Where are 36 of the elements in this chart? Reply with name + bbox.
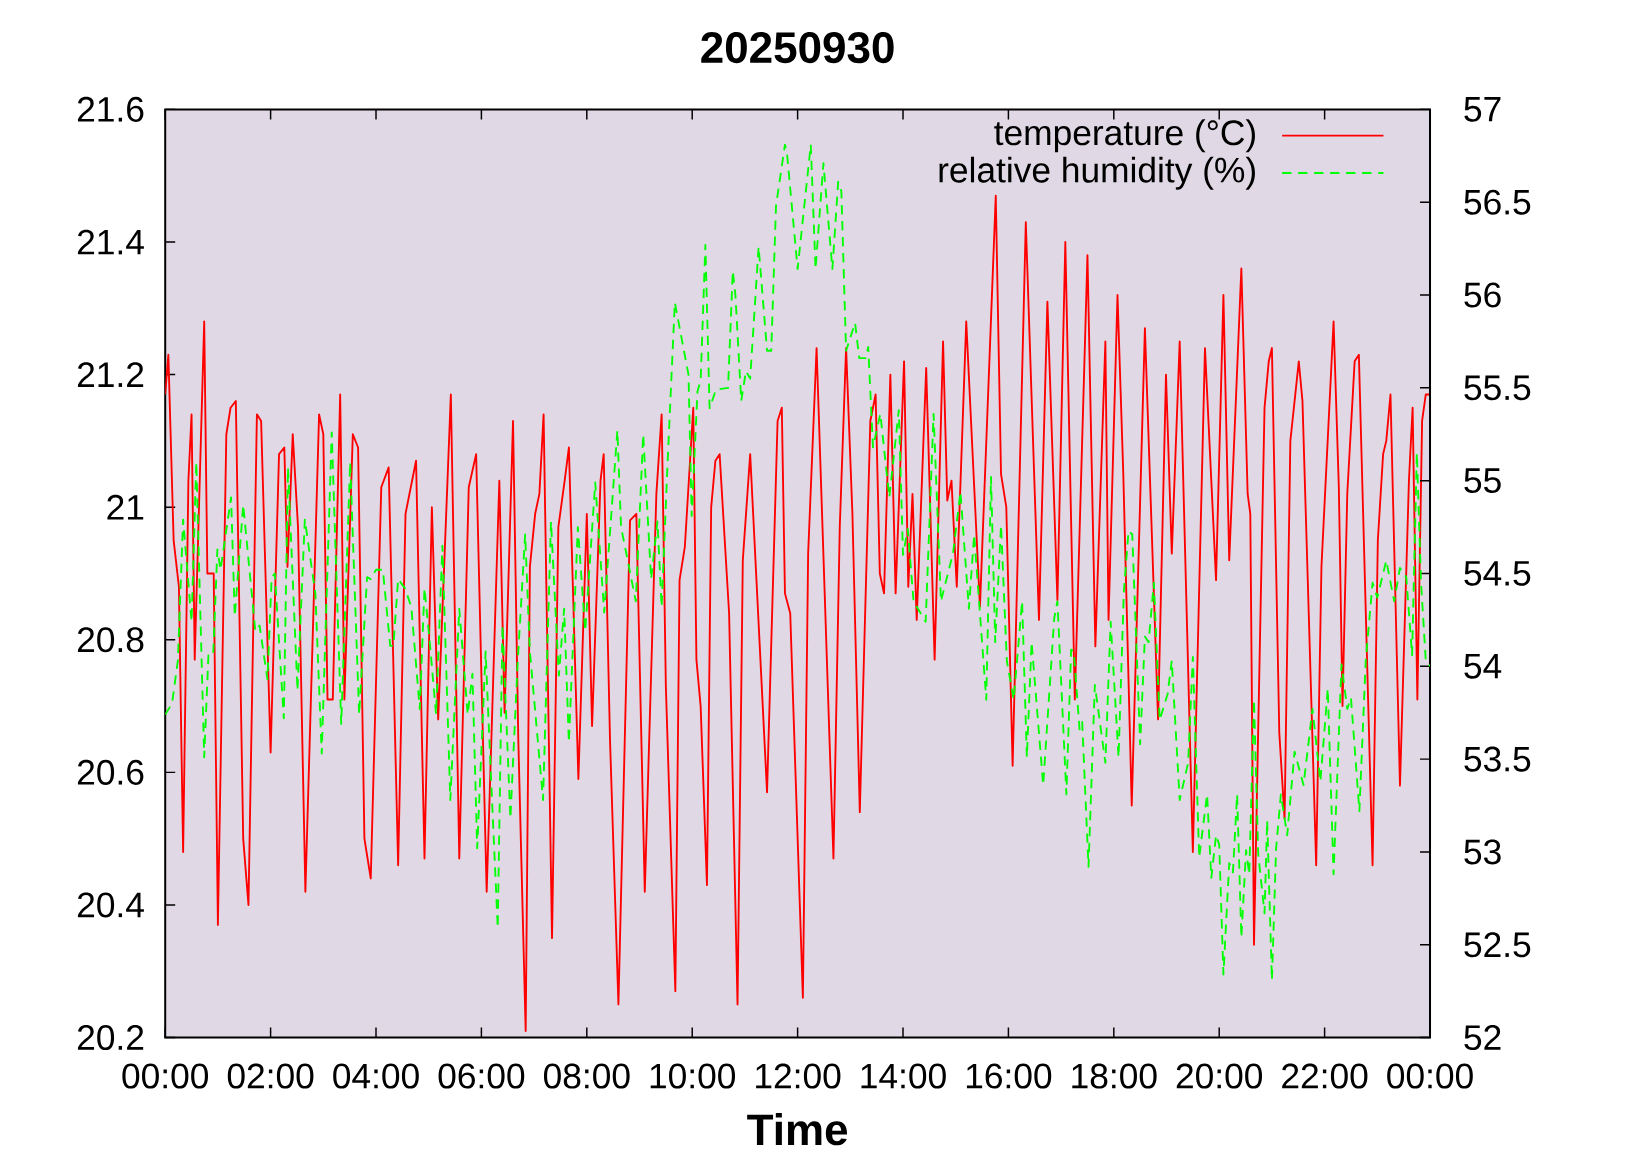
- y2-tick-label: 55.5: [1464, 375, 1531, 401]
- legend-label: relative humidity (%): [939, 156, 1255, 190]
- y2-tick-label: 52: [1464, 1025, 1501, 1051]
- x-tick-label: 04:00: [333, 1063, 419, 1089]
- y2-tick-label: 57: [1464, 97, 1501, 122]
- y2-tick-label: 54.5: [1464, 561, 1531, 586]
- y2-tick-label: 55: [1464, 468, 1501, 493]
- y2-tick-label: 56.5: [1464, 189, 1531, 215]
- x-tick-label: 20:00: [1176, 1063, 1263, 1089]
- y-tick-label: 21: [107, 494, 144, 520]
- chart-title: 20250930: [701, 32, 894, 64]
- x-tick-label: 06:00: [438, 1063, 525, 1089]
- x-tick-label: 22:00: [1282, 1063, 1368, 1089]
- y2-tick-label: 54: [1464, 653, 1502, 679]
- x-tick-label: 08:00: [543, 1063, 630, 1089]
- y-tick-label: 21.6: [77, 96, 144, 122]
- x-tick-label: 14:00: [861, 1063, 946, 1089]
- x-tick-label: 00:00: [122, 1063, 209, 1089]
- y-tick-label: 20.8: [77, 627, 144, 653]
- x-tick-label: 12:00: [756, 1063, 841, 1089]
- y-tick-label: 21.2: [77, 362, 144, 387]
- x-tick-label: 10:00: [650, 1063, 736, 1089]
- x-tick-label: 02:00: [227, 1063, 314, 1089]
- y-tick-label: 20.6: [77, 759, 144, 785]
- y2-tick-label: 53: [1464, 839, 1501, 865]
- x-tick-label: 18:00: [1072, 1063, 1157, 1089]
- y-tick-label: 21.4: [77, 229, 144, 255]
- y-tick-label: 20.4: [77, 892, 144, 918]
- x-axis-title: Time: [747, 1113, 848, 1146]
- y2-tick-label: 56: [1464, 282, 1501, 308]
- x-tick-label: 16:00: [966, 1063, 1052, 1089]
- y2-tick-label: 52.5: [1464, 932, 1531, 958]
- y-tick-label: 20.2: [77, 1025, 144, 1051]
- y2-tick-label: 53.5: [1464, 746, 1531, 772]
- legend-label: temperature (°C): [994, 119, 1255, 153]
- x-tick-label: 00:00: [1387, 1063, 1473, 1089]
